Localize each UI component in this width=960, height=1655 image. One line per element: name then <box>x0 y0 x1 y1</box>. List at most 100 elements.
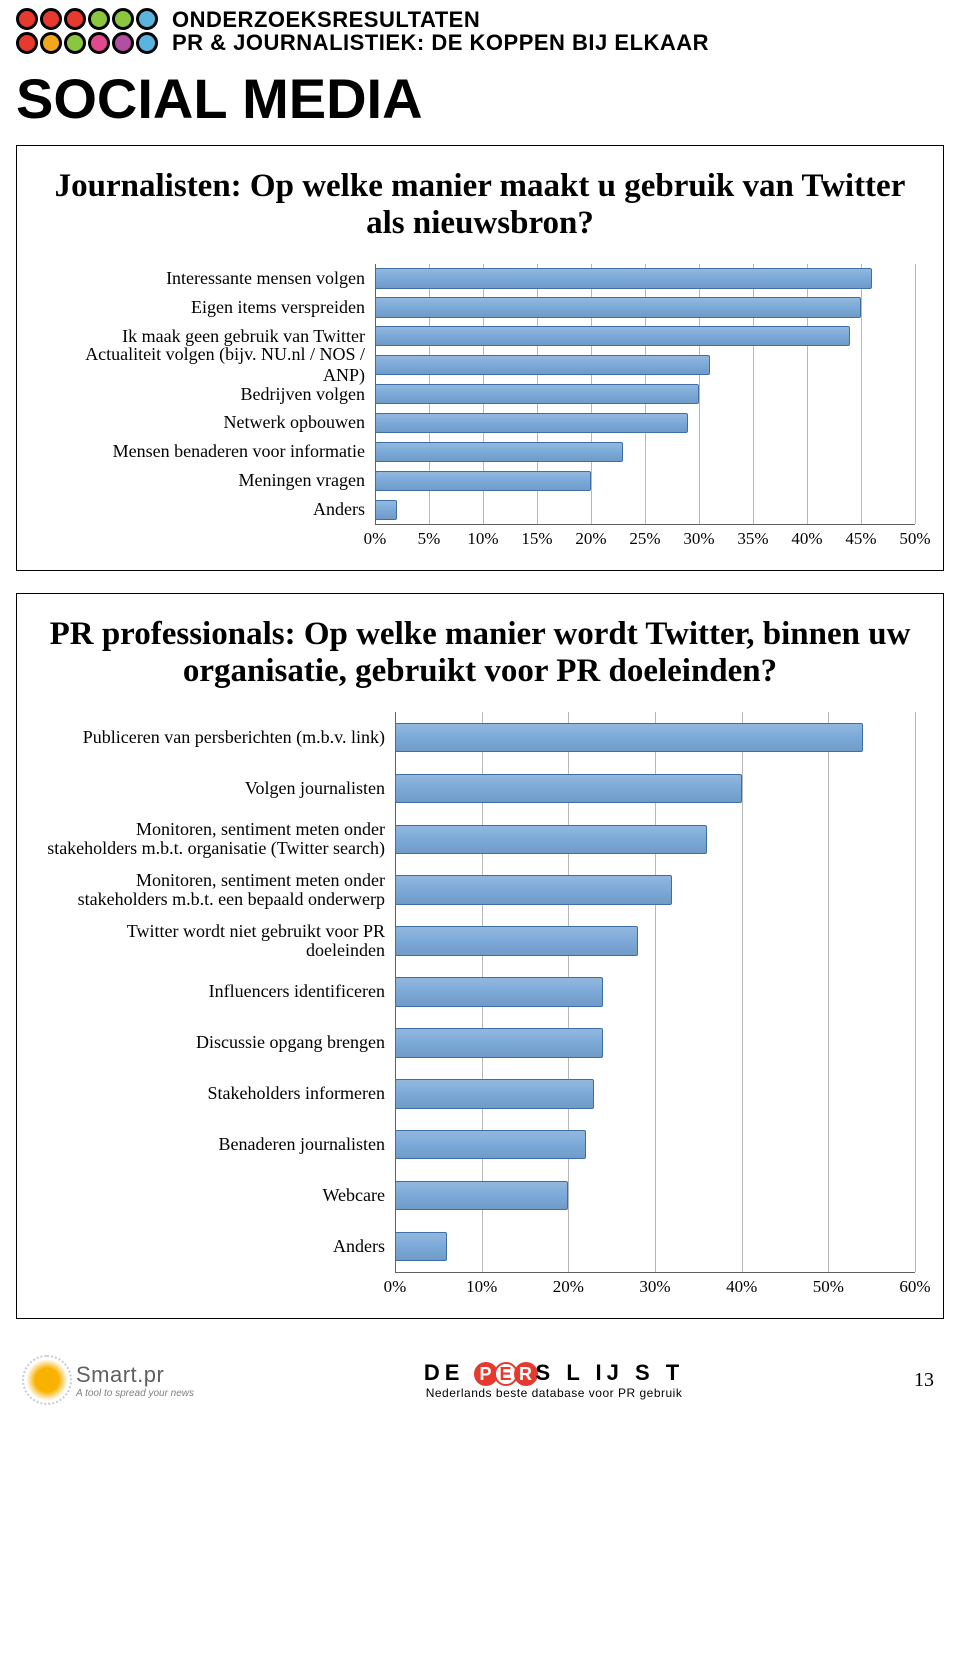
bar <box>395 1028 603 1058</box>
perslijst-letter-circle: R <box>514 1362 538 1386</box>
page-number: 13 <box>914 1369 934 1392</box>
x-tick-label: 45% <box>845 529 876 549</box>
bar <box>375 384 699 404</box>
bar-row <box>375 264 915 293</box>
bar-row <box>375 437 915 466</box>
header-line1: ONDERZOEKSRESULTATEN <box>172 8 709 31</box>
charts-container: Journalisten: Op welke manier maakt u ge… <box>16 145 944 1319</box>
bar-label: Eigen items verspreiden <box>45 293 375 322</box>
bar-label: Anders <box>45 495 375 524</box>
x-tick-label: 50% <box>899 529 930 549</box>
bar-row <box>375 380 915 409</box>
logo-dot <box>112 8 134 30</box>
x-tick-label: 0% <box>384 1277 407 1297</box>
bar-row <box>395 1068 915 1119</box>
logo-dot <box>112 32 134 54</box>
bar-row <box>375 466 915 495</box>
footer-perslijst: DE PERS L IJ S T Nederlands beste databa… <box>424 1360 684 1400</box>
page-title: SOCIAL MEDIA <box>16 66 944 131</box>
chart2-plot <box>395 712 915 1272</box>
bar-row <box>395 1017 915 1068</box>
bar-label: Interessante mensen volgen <box>45 264 375 293</box>
bar-row <box>395 1119 915 1170</box>
chart1-xaxis: 0%5%10%15%20%25%30%35%40%45%50% <box>375 524 915 552</box>
smartpr-title: Smart.pr <box>76 1362 194 1388</box>
bar <box>395 723 863 753</box>
chart2-title: PR professionals: Op welke manier wordt … <box>45 616 915 690</box>
gridline <box>915 712 916 1272</box>
smartpr-text: Smart.pr A tool to spread your news <box>76 1362 194 1399</box>
bar <box>395 1079 594 1109</box>
x-tick-label: 30% <box>683 529 714 549</box>
logo-dot <box>64 32 86 54</box>
bar <box>375 413 688 433</box>
bar-row <box>395 814 915 865</box>
smartpr-logo-icon <box>26 1359 68 1401</box>
chart-journalists: Journalisten: Op welke manier maakt u ge… <box>16 145 944 571</box>
bar <box>375 297 861 317</box>
chart2-body: Publiceren van persberichten (m.b.v. lin… <box>45 712 915 1300</box>
x-tick-label: 35% <box>737 529 768 549</box>
bar-row <box>395 1170 915 1221</box>
bar <box>375 442 623 462</box>
x-tick-label: 10% <box>466 1277 497 1297</box>
bar-label: Bedrijven volgen <box>45 380 375 409</box>
bar-row <box>375 293 915 322</box>
x-tick-label: 30% <box>639 1277 670 1297</box>
bar-label: Discussie opgang brengen <box>45 1017 395 1068</box>
chart2-plot-wrap: 0%10%20%30%40%50%60% <box>395 712 915 1300</box>
bar-row <box>395 712 915 763</box>
bar-row <box>375 495 915 524</box>
bar <box>375 355 710 375</box>
bar-label: Actualiteit volgen (bijv. NU.nl / NOS / … <box>45 351 375 380</box>
bar-row <box>395 967 915 1018</box>
bar <box>395 926 638 956</box>
x-tick-label: 40% <box>791 529 822 549</box>
chart2-labels: Publiceren van persberichten (m.b.v. lin… <box>45 712 395 1300</box>
chart1-body: Interessante mensen volgenEigen items ve… <box>45 264 915 552</box>
logo-dot <box>88 32 110 54</box>
bar-label: Webcare <box>45 1170 395 1221</box>
bar-label: Volgen journalisten <box>45 763 395 814</box>
bar <box>375 500 397 520</box>
bar <box>395 774 742 804</box>
x-tick-label: 50% <box>813 1277 844 1297</box>
x-tick-label: 15% <box>521 529 552 549</box>
bar <box>395 1181 568 1211</box>
bar-label: Anders <box>45 1221 395 1272</box>
smartpr-subtitle: A tool to spread your news <box>76 1388 194 1399</box>
bar-label: Netwerk opbouwen <box>45 408 375 437</box>
perslijst-suffix: S L IJ S T <box>536 1360 685 1385</box>
chart1-title: Journalisten: Op welke manier maakt u ge… <box>45 168 915 242</box>
chart1-plot <box>375 264 915 524</box>
x-tick-label: 40% <box>726 1277 757 1297</box>
logo-dot <box>40 32 62 54</box>
bar-row <box>395 1221 915 1272</box>
x-tick-label: 60% <box>899 1277 930 1297</box>
chart2-xaxis: 0%10%20%30%40%50%60% <box>395 1272 915 1300</box>
logo-dot <box>136 8 158 30</box>
bar-label: Monitoren, sentiment meten onder stakeho… <box>45 865 395 916</box>
logo-dot-grid <box>16 8 158 54</box>
bar-label: Mensen benaderen voor informatie <box>45 437 375 466</box>
perslijst-prefix: DE <box>424 1360 476 1385</box>
logo-dot <box>64 8 86 30</box>
report-header: ONDERZOEKSRESULTATEN PR & JOURNALISTIEK:… <box>16 0 944 60</box>
bar <box>395 825 707 855</box>
gridline <box>915 264 916 524</box>
bar-row <box>375 409 915 438</box>
bar-label: Benaderen journalisten <box>45 1119 395 1170</box>
bar-row <box>395 763 915 814</box>
page-footer: Smart.pr A tool to spread your news DE P… <box>16 1319 944 1401</box>
header-line2: PR & JOURNALISTIEK: DE KOPPEN BIJ ELKAAR <box>172 31 709 54</box>
header-text: ONDERZOEKSRESULTATEN PR & JOURNALISTIEK:… <box>172 8 709 54</box>
bar-label: Stakeholders informeren <box>45 1068 395 1119</box>
bar <box>375 471 591 491</box>
logo-dot <box>16 8 38 30</box>
chart-pr-professionals: PR professionals: Op welke manier wordt … <box>16 593 944 1319</box>
x-tick-label: 20% <box>575 529 606 549</box>
x-tick-label: 10% <box>467 529 498 549</box>
bar-row <box>375 351 915 380</box>
bar-label: Monitoren, sentiment meten onder stakeho… <box>45 814 395 865</box>
logo-dot <box>136 32 158 54</box>
